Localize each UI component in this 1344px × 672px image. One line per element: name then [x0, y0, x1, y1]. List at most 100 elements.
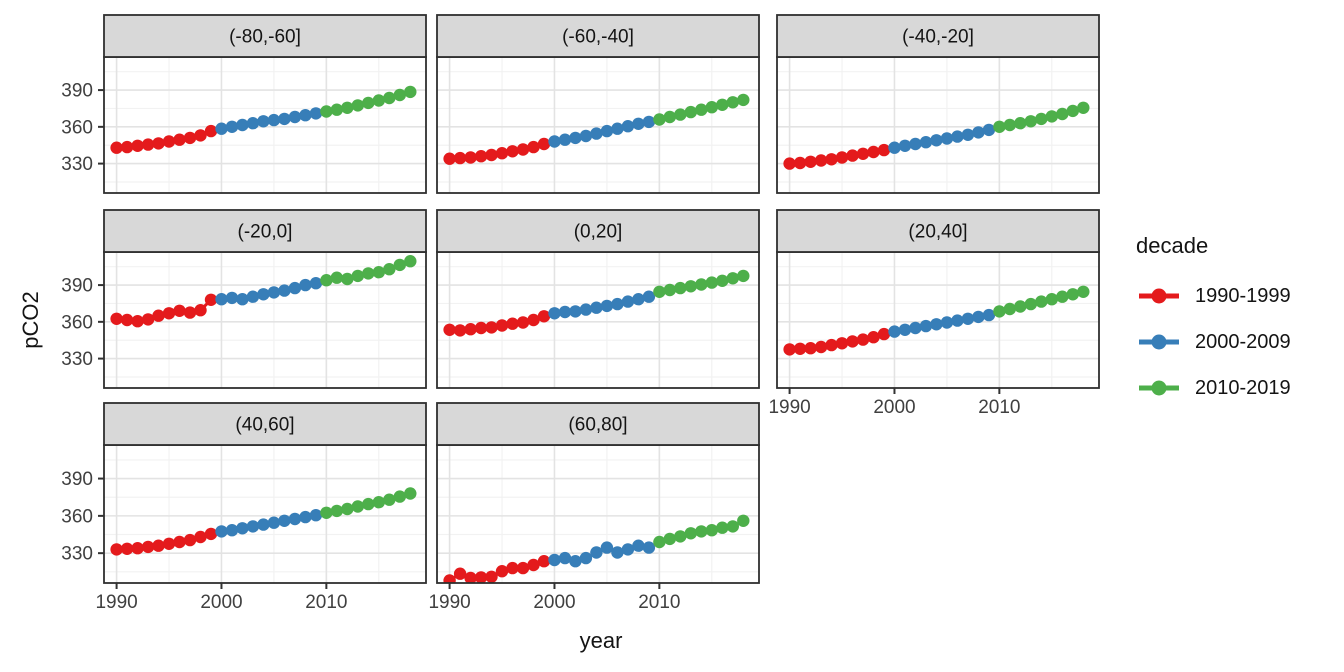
data-point	[278, 112, 291, 126]
data-point	[225, 524, 239, 537]
data-point	[110, 141, 123, 154]
data-point	[341, 272, 354, 286]
data-point	[362, 96, 375, 110]
data-point	[506, 317, 519, 330]
legend-key-line-dot-icon	[1139, 334, 1179, 350]
data-point	[611, 122, 624, 135]
data-point	[632, 293, 645, 306]
facet-strip	[436, 14, 760, 58]
data-point	[783, 343, 796, 356]
data-point	[485, 321, 498, 334]
data-point	[288, 110, 302, 124]
panel-background	[437, 252, 759, 388]
data-point	[351, 500, 364, 513]
data-point	[982, 123, 996, 137]
data-point	[600, 124, 614, 138]
data-point	[737, 514, 750, 527]
data-point	[1045, 110, 1059, 123]
data-point	[215, 525, 228, 538]
data-point	[684, 105, 697, 119]
data-point	[600, 541, 614, 554]
data-point	[590, 127, 603, 140]
data-point	[527, 313, 540, 327]
facet-data	[783, 285, 1090, 356]
data-point	[705, 101, 718, 114]
panel-gridlines	[104, 57, 426, 193]
data-point	[726, 520, 739, 533]
data-point	[299, 109, 312, 122]
facet-panel: (0,20]	[436, 209, 760, 389]
data-point	[621, 543, 635, 556]
data-point	[309, 277, 323, 290]
data-point	[246, 117, 260, 130]
data-point	[183, 533, 197, 547]
facet-data	[783, 101, 1090, 170]
data-point	[737, 93, 750, 107]
data-point	[485, 148, 498, 162]
y-tick-label: 360	[61, 312, 93, 333]
legend: decade 1990-1999 2000-2009 2010-2019	[1136, 233, 1291, 421]
data-point	[621, 120, 635, 133]
data-point	[972, 126, 985, 139]
data-point	[653, 113, 666, 126]
data-point	[951, 314, 964, 327]
data-point	[663, 283, 676, 297]
legend-key-line-dot-icon	[1139, 380, 1179, 396]
data-point	[814, 340, 828, 354]
data-point	[867, 331, 880, 344]
data-point	[695, 525, 708, 538]
data-point	[590, 546, 603, 559]
data-point	[579, 551, 593, 565]
x-tick-label: 1990	[768, 397, 810, 418]
data-point	[919, 136, 933, 149]
data-point	[793, 342, 807, 355]
data-point	[120, 313, 134, 327]
data-point	[173, 133, 186, 146]
panel-background	[437, 57, 759, 193]
data-point	[162, 135, 176, 148]
data-point	[183, 306, 197, 319]
facet-panel: (-80,-60] 330 360 390	[61, 14, 427, 194]
facet-strip-label: (40,60]	[235, 415, 294, 436]
data-point	[351, 269, 364, 283]
y-tick-label: 330	[61, 544, 93, 565]
data-point	[1056, 290, 1069, 303]
x-tick-label: 2010	[638, 592, 680, 613]
data-point	[404, 487, 417, 500]
data-point	[495, 565, 509, 578]
data-point	[404, 255, 417, 268]
data-point	[642, 541, 656, 554]
data-point	[383, 91, 396, 105]
data-point	[288, 281, 302, 295]
data-point	[940, 316, 954, 329]
y-tick-label: 390	[61, 469, 93, 490]
data-point	[783, 157, 796, 170]
facet-strip	[776, 209, 1100, 253]
x-tick-label: 2000	[200, 592, 242, 613]
data-point	[299, 278, 312, 292]
data-point	[393, 88, 406, 102]
data-point	[215, 293, 228, 306]
data-point	[569, 555, 582, 568]
data-point	[558, 551, 572, 565]
data-point	[162, 307, 176, 320]
facet-strip-label: (0,20]	[574, 222, 623, 243]
data-point	[930, 134, 943, 147]
data-point	[372, 496, 385, 509]
data-point	[194, 304, 207, 317]
data-point	[383, 263, 396, 276]
data-point	[1056, 107, 1069, 121]
data-point	[888, 325, 901, 338]
data-point	[516, 143, 530, 156]
data-point	[716, 521, 729, 534]
data-point	[835, 151, 849, 164]
data-point	[362, 497, 375, 511]
y-axis-title: pCO2	[18, 291, 43, 349]
data-point	[141, 138, 155, 151]
x-tick-label: 2010	[978, 397, 1020, 418]
data-point	[653, 285, 666, 298]
data-point	[1014, 117, 1027, 130]
legend-entry-2000-2009: 2000-2009	[1136, 329, 1291, 355]
data-point	[443, 323, 456, 336]
